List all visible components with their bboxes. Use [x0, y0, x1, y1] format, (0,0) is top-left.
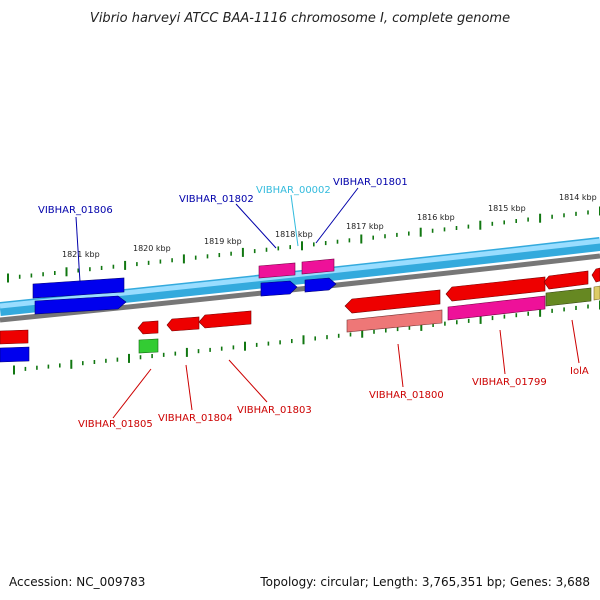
gene-label-vibhar-00002[interactable]: VIBHAR_00002 — [256, 185, 331, 196]
gene-vibhar-01804[interactable] — [166, 316, 200, 332]
reverse-strand-features — [0, 267, 600, 354]
gene-vibhar-01800[interactable] — [344, 289, 441, 314]
kbp-label: 1815 kbp — [488, 204, 526, 213]
gene-vibhar-00002[interactable] — [301, 258, 335, 275]
gene-labels: VIBHAR_01806 VIBHAR_01802 VIBHAR_00002 V… — [38, 177, 589, 430]
gene-vibhar-01805[interactable] — [137, 320, 159, 335]
kbp-tick-track-top — [7, 206, 600, 283]
gene-vibhar-01802-top[interactable] — [258, 262, 296, 279]
kbp-label: 1817 kbp — [346, 222, 384, 231]
gene-right-edge-yellow[interactable] — [593, 285, 600, 301]
gene-left-edge-red[interactable] — [0, 329, 29, 345]
accession-text: Accession: NC_009783 — [9, 575, 145, 589]
gene-label-vibhar-01800[interactable]: VIBHAR_01800 — [369, 390, 444, 401]
gene-label-vibhar-01804[interactable]: VIBHAR_01804 — [158, 413, 233, 424]
gene-right-edge-red[interactable] — [591, 267, 600, 283]
genome-title: Vibrio harveyi ATCC BAA-1116 chromosome … — [90, 11, 510, 26]
genome-summary-text: Topology: circular; Length: 3,765,351 bp… — [259, 575, 590, 589]
gene-vibhar-01802[interactable] — [260, 280, 298, 297]
gene-label-vibhar-01799[interactable]: VIBHAR_01799 — [472, 377, 547, 388]
gene-label-vibhar-01805[interactable]: VIBHAR_01805 — [78, 419, 153, 430]
gene-vibhar-01800-pseudo[interactable] — [346, 309, 443, 333]
kbp-label: 1814 kbp — [559, 193, 597, 202]
forward-strand-features — [0, 258, 337, 363]
gene-label-vibhar-01806[interactable]: VIBHAR_01806 — [38, 205, 113, 216]
kbp-scale-labels: 1821 kbp 1820 kbp 1819 kbp 1818 kbp 1817… — [62, 193, 597, 259]
gene-left-edge-blue[interactable] — [0, 346, 30, 363]
gene-vibhar-01799-magenta[interactable] — [447, 295, 546, 321]
gene-vibhar-01806-b[interactable] — [34, 295, 127, 315]
gene-label-vibhar-01802[interactable]: VIBHAR_01802 — [179, 194, 254, 205]
gene-vibhar-01806[interactable] — [32, 277, 125, 299]
kbp-label: 1821 kbp — [62, 250, 100, 259]
kbp-label: 1820 kbp — [133, 244, 171, 253]
kbp-label: 1818 kbp — [275, 230, 313, 239]
gene-iola-olive[interactable] — [545, 287, 592, 307]
gene-label-vibhar-01803[interactable]: VIBHAR_01803 — [237, 405, 312, 416]
kbp-label: 1819 kbp — [204, 237, 242, 246]
gene-label-iola[interactable]: IolA — [570, 366, 589, 377]
gene-vibhar-01801[interactable] — [304, 277, 337, 293]
callout-lines — [75, 187, 580, 419]
kbp-label: 1816 kbp — [417, 213, 455, 222]
gene-vibhar-01803[interactable] — [198, 310, 252, 329]
gene-label-vibhar-01801[interactable]: VIBHAR_01801 — [333, 177, 408, 188]
gene-iola[interactable] — [543, 270, 589, 290]
gene-vibhar-01805-green[interactable] — [138, 338, 159, 354]
gene-vibhar-01799[interactable] — [445, 276, 546, 302]
